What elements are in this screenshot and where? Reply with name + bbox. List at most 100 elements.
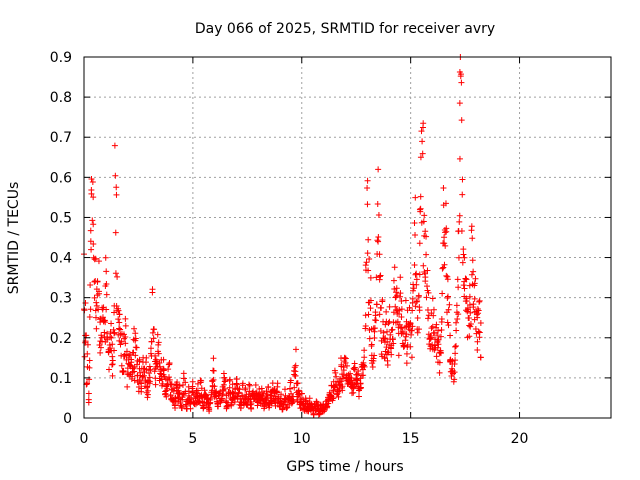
data-point <box>447 332 454 339</box>
data-point <box>84 350 91 357</box>
data-point <box>470 268 477 275</box>
data-point <box>367 297 374 304</box>
data-point <box>117 326 124 333</box>
data-point <box>226 377 233 384</box>
data-point <box>441 240 448 247</box>
data-point <box>393 285 400 292</box>
data-point <box>357 384 364 391</box>
data-point <box>360 362 367 369</box>
data-point <box>87 227 94 234</box>
data-point <box>398 313 405 320</box>
data-point <box>122 322 129 329</box>
data-point <box>402 333 409 340</box>
data-point <box>414 329 421 336</box>
data-point <box>109 372 116 379</box>
y-tick-label: 0.4 <box>50 251 72 267</box>
data-point <box>364 201 371 208</box>
data-point <box>403 350 410 357</box>
data-point <box>418 128 425 135</box>
data-point <box>90 221 97 228</box>
data-point <box>456 155 463 162</box>
data-point <box>348 377 355 384</box>
data-point <box>391 264 398 271</box>
data-point <box>154 331 161 338</box>
data-point <box>371 328 378 335</box>
data-point <box>472 275 479 282</box>
data-point <box>97 344 104 351</box>
data-point <box>361 347 368 354</box>
data-point <box>367 274 374 281</box>
data-point <box>403 360 410 367</box>
data-point <box>467 320 474 327</box>
data-point <box>475 307 482 314</box>
data-point <box>364 184 371 191</box>
data-point <box>433 353 440 360</box>
data-point <box>417 154 424 161</box>
data-point <box>102 254 109 261</box>
data-point <box>111 347 118 354</box>
data-point <box>423 251 430 258</box>
data-point <box>246 381 253 388</box>
data-point <box>438 327 445 334</box>
data-point <box>339 375 346 382</box>
data-point <box>409 295 416 302</box>
data-point <box>146 374 153 381</box>
data-point <box>93 302 100 309</box>
data-point <box>265 383 272 390</box>
data-point <box>112 229 119 236</box>
y-tick-label: 0.8 <box>50 90 72 106</box>
data-point <box>471 280 478 287</box>
data-point <box>416 240 423 247</box>
data-point <box>442 229 449 236</box>
data-point <box>155 339 162 346</box>
data-point <box>211 383 218 390</box>
data-point <box>88 187 95 194</box>
data-point <box>411 261 418 268</box>
data-point <box>459 259 466 266</box>
data-point <box>210 355 217 362</box>
data-point <box>110 326 117 333</box>
data-point <box>167 391 174 398</box>
data-point <box>274 389 281 396</box>
data-point <box>455 311 462 318</box>
data-point <box>298 390 305 397</box>
data-point <box>357 375 364 382</box>
data-points <box>81 54 484 418</box>
data-point <box>103 306 110 313</box>
data-point <box>397 274 404 281</box>
data-point <box>395 352 402 359</box>
data-point <box>132 330 139 337</box>
data-point <box>456 100 463 107</box>
data-point <box>86 364 93 371</box>
data-point <box>433 321 440 328</box>
data-point <box>422 274 429 281</box>
data-point <box>339 383 346 390</box>
data-point <box>216 390 223 397</box>
data-point <box>422 228 429 235</box>
data-point <box>156 360 163 367</box>
data-point <box>220 381 227 388</box>
data-point <box>389 326 396 333</box>
data-point <box>388 327 395 334</box>
data-point <box>118 362 125 369</box>
data-point <box>469 257 476 264</box>
data-point <box>122 340 129 347</box>
x-tick-label: 10 <box>293 431 311 447</box>
data-point <box>444 276 451 283</box>
data-point <box>166 374 172 381</box>
data-point <box>89 178 96 185</box>
data-point <box>425 315 432 322</box>
data-point <box>362 312 369 319</box>
data-point <box>84 341 91 348</box>
data-point <box>152 352 159 359</box>
data-point <box>416 326 423 333</box>
data-point <box>88 246 95 253</box>
data-point <box>460 282 467 289</box>
data-point <box>473 311 480 318</box>
data-point <box>292 362 299 369</box>
data-point <box>324 404 331 411</box>
data-point <box>148 338 155 345</box>
data-point <box>156 377 163 384</box>
data-point <box>397 293 404 300</box>
data-point <box>434 332 441 339</box>
